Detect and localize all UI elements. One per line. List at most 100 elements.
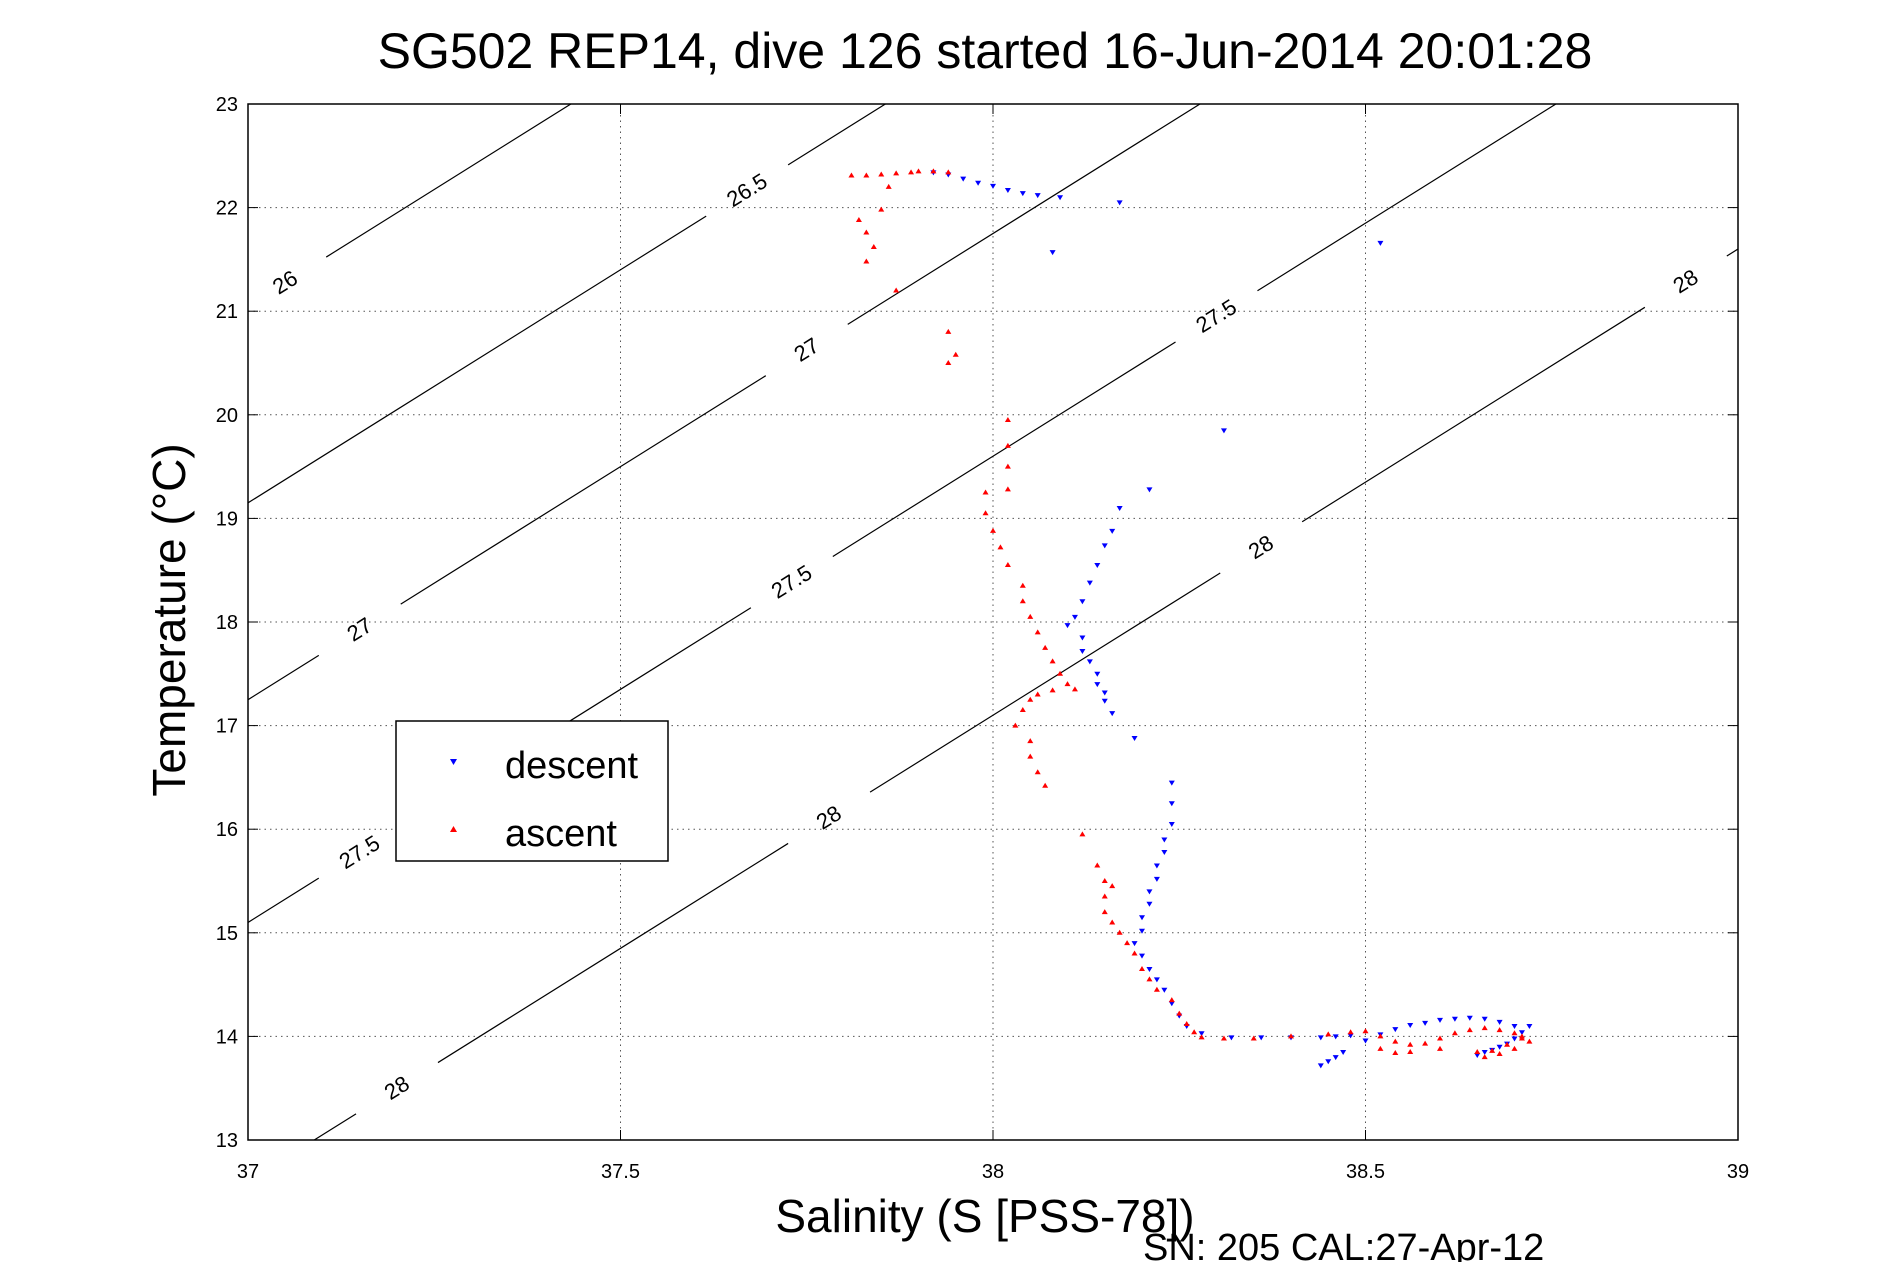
ascent-point (893, 287, 900, 293)
ascent-point (1034, 629, 1041, 635)
ascent-point (945, 328, 952, 334)
y-tick-label: 18 (216, 612, 238, 634)
ascent-point (1437, 1045, 1443, 1051)
descent-point (1019, 191, 1026, 197)
descent-point (1496, 1019, 1503, 1025)
serial-calibration-note: SN: 205 CAL:27-Apr-12 (1143, 1227, 1544, 1262)
ascent-point (945, 360, 952, 365)
descent-point (1481, 1049, 1488, 1055)
ascent-point (1019, 707, 1026, 713)
ascent-point (1004, 463, 1011, 469)
ascent-point (1489, 1047, 1496, 1053)
legend-box (395, 720, 669, 862)
descent-point (1131, 736, 1138, 742)
ascent-point (1183, 1020, 1190, 1026)
ascent-point (1004, 486, 1011, 492)
y-axis-label: Temperature (°C) (143, 443, 195, 796)
x-tick-label: 39 (1727, 1161, 1749, 1183)
descent-point (1139, 928, 1145, 934)
descent-point (1340, 1049, 1347, 1055)
ascent-point (1392, 1038, 1399, 1044)
descent-point (1437, 1017, 1443, 1023)
ascent-point (1071, 686, 1078, 692)
ascent-point (1057, 670, 1064, 676)
ascent-point (1034, 769, 1041, 775)
ascent-point (1109, 883, 1116, 889)
ascent-point (1027, 738, 1034, 744)
ascent-point (870, 243, 877, 249)
ascent-point (1362, 1028, 1369, 1034)
ascent-point (1094, 862, 1101, 868)
ascent-point (1451, 1030, 1458, 1036)
descent-point (1057, 195, 1064, 201)
ascent-point (1496, 1051, 1503, 1057)
descent-point (1161, 837, 1168, 843)
legend-descent-marker (450, 759, 457, 765)
ascent-point (990, 527, 996, 533)
ascent-point (1101, 893, 1108, 899)
ascent-point (1422, 1040, 1429, 1046)
ascent-point (915, 168, 922, 174)
ascent-point (1101, 878, 1108, 883)
y-tick-label: 21 (216, 301, 238, 323)
density-contour-line (248, 654, 320, 701)
y-tick-label: 22 (216, 198, 238, 220)
ascent-point (1466, 1027, 1473, 1033)
descent-point (1518, 1030, 1525, 1036)
ascent-point (863, 229, 870, 235)
descent-point (1220, 428, 1227, 434)
ascent-point (1027, 753, 1034, 759)
density-contour-line (787, 104, 887, 166)
x-tick-label: 37 (237, 1161, 259, 1183)
ascent-point (848, 172, 855, 178)
ascent-point (1019, 582, 1026, 588)
descent-point (1101, 698, 1108, 704)
x-axis-ticks: 37 37.5 38 38.5 39 (237, 104, 1749, 1183)
descent-point (1362, 1038, 1369, 1044)
descent-point (1168, 1001, 1175, 1007)
descent-point (1109, 711, 1116, 717)
density-contour-line (1726, 248, 1738, 257)
ascent-point (878, 171, 885, 177)
x-tick-label: 38.5 (1346, 1161, 1385, 1183)
y-tick-label: 14 (216, 1026, 238, 1048)
ascent-point (1407, 1041, 1414, 1047)
descent-point (1116, 506, 1123, 512)
density-contour-line (1257, 104, 1558, 292)
descent-point (1086, 580, 1093, 586)
density-contour-line (847, 104, 1202, 325)
descent-point (1347, 1033, 1354, 1039)
density-contour-line (437, 842, 789, 1064)
ascent-point (1168, 997, 1175, 1003)
descent-point (1071, 614, 1078, 620)
ascent-point (1325, 1031, 1332, 1037)
ascent-point (1116, 929, 1123, 935)
descent-point (1474, 1053, 1481, 1059)
ascent-point (863, 172, 870, 178)
y-tick-label: 16 (216, 819, 238, 841)
ascent-point (1004, 562, 1011, 568)
y-axis-ticks: 13 14 15 16 17 18 19 20 21 22 23 (216, 94, 1738, 1152)
density-contour-line (869, 572, 1221, 793)
ascent-point (1064, 681, 1071, 687)
descent-point (1109, 528, 1116, 534)
descent-point (1131, 941, 1138, 947)
ascent-point (1153, 986, 1160, 992)
ascent-point (1518, 1035, 1525, 1041)
descent-point (1511, 1036, 1518, 1042)
ascent-point (1198, 1034, 1205, 1040)
descent-point (1079, 649, 1086, 655)
ascent-point (1004, 416, 1011, 422)
descent-point (1146, 889, 1153, 895)
descent-point (1094, 563, 1101, 569)
ascent-point (1004, 442, 1011, 448)
y-tick-label: 20 (216, 405, 238, 427)
descent-point (1153, 876, 1160, 882)
ascent-point (1019, 598, 1026, 604)
descent-point (1101, 543, 1108, 549)
density-contour-line (248, 877, 320, 923)
ascent-point (1347, 1029, 1354, 1035)
descent-point (1079, 599, 1086, 605)
ascent-point (1474, 1048, 1481, 1054)
ascent-point (855, 217, 862, 223)
